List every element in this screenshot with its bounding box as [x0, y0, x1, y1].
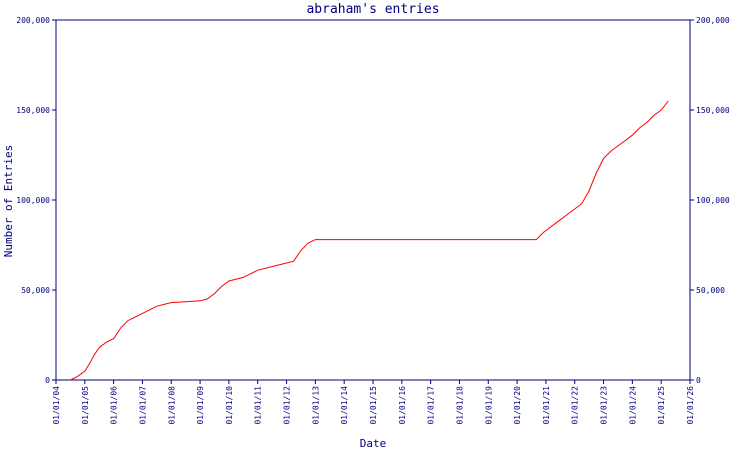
x-tick-label: 01/01/06 — [110, 386, 119, 425]
x-tick-label: 01/01/07 — [138, 386, 147, 425]
x-tick-label: 01/01/22 — [571, 386, 580, 425]
x-tick-label: 01/01/14 — [340, 386, 349, 425]
x-tick-label: 01/01/13 — [311, 386, 320, 425]
y-tick-label-left: 200,000 — [16, 16, 50, 25]
x-tick-label: 01/01/15 — [369, 386, 378, 425]
series-line — [70, 100, 669, 381]
y-tick-label-left: 100,000 — [16, 196, 50, 205]
series-group — [70, 100, 669, 381]
y-tick-label-right: 150,000 — [696, 106, 730, 115]
axis-ticks: 0 0 50,000 50,000 100,000 100,000 150,000 150,0… — [16, 16, 730, 425]
x-tick-label: 01/01/08 — [167, 386, 176, 425]
x-tick-label: 01/01/04 — [52, 386, 61, 425]
y-tick-label-right: 50,000 — [696, 286, 725, 295]
y-tick-label-right: 100,000 — [696, 196, 730, 205]
x-tick-label: 01/01/05 — [81, 386, 90, 425]
x-tick-label: 01/01/09 — [196, 386, 205, 425]
x-tick-label: 01/01/17 — [427, 386, 436, 425]
x-tick-label: 01/01/18 — [455, 386, 464, 425]
x-tick-label: 01/01/10 — [225, 386, 234, 425]
plot-frame — [55, 19, 691, 381]
y-tick-label-right: 0 — [696, 376, 701, 385]
x-axis-label: Date — [360, 437, 387, 450]
y-tick-label-left: 0 — [45, 376, 50, 385]
chart-title: abraham's entries — [306, 2, 439, 17]
y-tick-label-left: 50,000 — [21, 286, 50, 295]
x-tick-label: 01/01/25 — [657, 386, 666, 425]
y-axis-label: Number of Entries — [2, 145, 15, 258]
x-tick-label: 01/01/19 — [484, 386, 493, 425]
x-tick-label: 01/01/21 — [542, 386, 551, 425]
x-tick-label: 01/01/24 — [628, 386, 637, 425]
y-tick-label-right: 200,000 — [696, 16, 730, 25]
x-tick-label: 01/01/11 — [254, 386, 263, 425]
x-tick-label: 01/01/26 — [686, 386, 695, 425]
y-tick-label-left: 150,000 — [16, 106, 50, 115]
x-tick-label: 01/01/16 — [398, 386, 407, 425]
x-tick-label: 01/01/20 — [513, 386, 522, 425]
x-tick-label: 01/01/23 — [600, 386, 609, 425]
x-tick-label: 01/01/12 — [283, 386, 292, 425]
